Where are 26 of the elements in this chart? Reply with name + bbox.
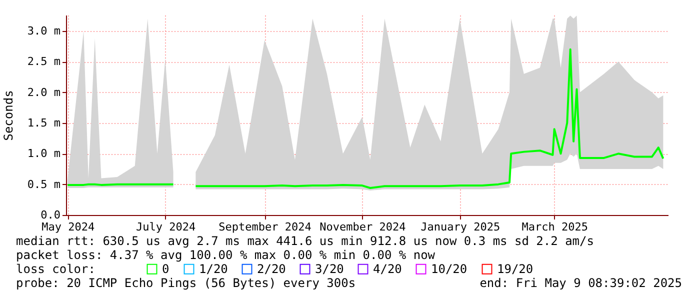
y-tick-label: 3.0 m [27,24,61,38]
text: probe: 20 ICMP Echo Pings (56 Bytes) every 300s [16,276,356,290]
legend-label: 10/20 [431,262,468,276]
y-tick-label: 0.0 [40,208,60,222]
x-tick-label: July 2024 [136,220,196,234]
x-tick-label: November 2024 [320,220,406,234]
legend-label: 2/20 [257,262,286,276]
text: median rtt: 630.5 us avg 2.7 ms max 441.6 us min 912.8 us now 0.3 ms sd 2.2 am/s [16,234,594,248]
y-tick-label: 1.5 m [27,116,61,130]
x-tick-label: January 2025 [420,220,500,234]
y-tick-label: 2.0 m [27,86,61,99]
text: end: Fri May 9 08:39:02 2025 [480,276,682,290]
y-tick-label: 0.5 m [27,178,61,191]
x-tick-label: March 2025 [522,220,588,234]
legend-label: 3/20 [315,262,344,276]
y-tick-label: 1.0 m [27,147,61,160]
legend-label: 19/20 [497,262,534,276]
x-tick-label: May 2024 [42,220,95,234]
y-axis-title: Seconds [1,90,16,141]
x-tick-label: September 2024 [218,220,312,234]
legend-label: 1/20 [199,262,228,276]
text: packet loss: 4.37 % avg 100.00 % max 0.00 % min 0.00 % now [16,248,436,262]
legend-label: 4/20 [373,262,402,276]
legend-label: 0 [162,262,170,276]
y-tick-label: 2.5 m [27,55,61,68]
legend-title: loss color: [16,262,96,276]
